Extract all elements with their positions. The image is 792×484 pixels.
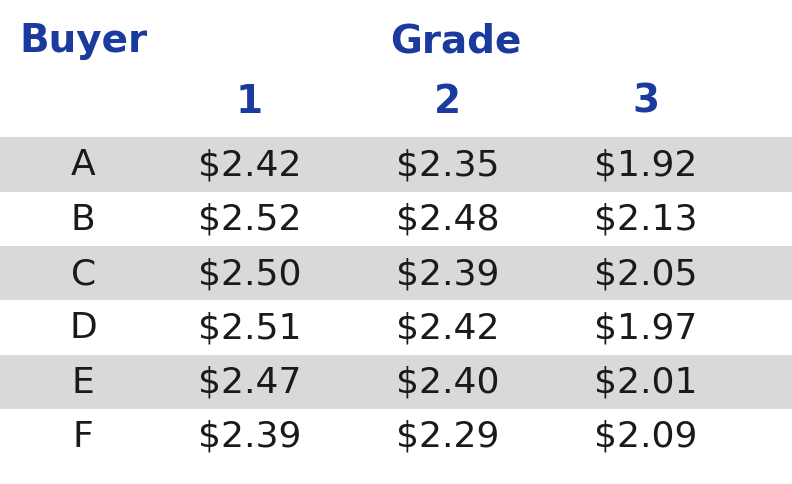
Text: B: B — [70, 202, 96, 236]
Text: $2.48: $2.48 — [396, 202, 499, 236]
Text: 3: 3 — [632, 83, 659, 121]
Text: $1.97: $1.97 — [594, 311, 697, 345]
Text: 2: 2 — [434, 83, 461, 121]
Text: $2.35: $2.35 — [396, 148, 499, 182]
Text: $2.52: $2.52 — [198, 202, 301, 236]
Text: $2.29: $2.29 — [396, 419, 499, 453]
Text: D: D — [69, 311, 97, 345]
Text: $2.39: $2.39 — [198, 419, 301, 453]
Text: $1.92: $1.92 — [594, 148, 697, 182]
Text: $2.05: $2.05 — [594, 257, 697, 290]
Bar — [0, 409, 792, 463]
Text: $2.09: $2.09 — [594, 419, 697, 453]
Text: $2.50: $2.50 — [198, 257, 301, 290]
Bar — [0, 246, 792, 301]
Bar — [0, 301, 792, 355]
Bar — [0, 138, 792, 192]
Text: A: A — [70, 148, 96, 182]
Text: Grade: Grade — [390, 22, 521, 60]
Bar — [0, 192, 792, 246]
Text: Buyer: Buyer — [19, 22, 147, 60]
Text: $2.39: $2.39 — [396, 257, 499, 290]
Bar — [0, 355, 792, 409]
Text: $2.51: $2.51 — [198, 311, 301, 345]
Text: $2.40: $2.40 — [396, 365, 499, 399]
Text: $2.01: $2.01 — [594, 365, 697, 399]
Text: $2.42: $2.42 — [198, 148, 301, 182]
Text: 1: 1 — [236, 83, 263, 121]
Text: $2.13: $2.13 — [594, 202, 697, 236]
Text: $2.42: $2.42 — [396, 311, 499, 345]
Text: E: E — [72, 365, 94, 399]
Text: C: C — [70, 257, 96, 290]
Text: F: F — [73, 419, 93, 453]
Text: $2.47: $2.47 — [198, 365, 301, 399]
